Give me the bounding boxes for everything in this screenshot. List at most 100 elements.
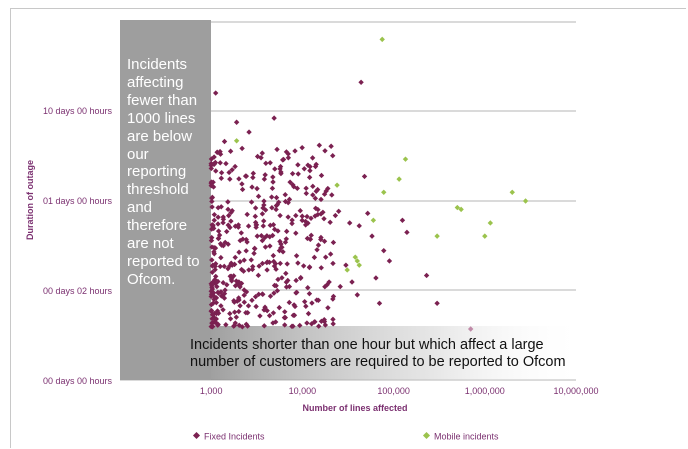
legend-label: Fixed Incidents: [204, 431, 265, 442]
fixed-incident-point: [236, 249, 242, 255]
fixed-incident-point: [327, 251, 334, 257]
fixed-incident-point: [251, 250, 257, 257]
fixed-incident-point: [231, 261, 238, 268]
fixed-incident-point: [237, 284, 243, 290]
fixed-incident-point: [235, 295, 242, 301]
fixed-incident-point: [259, 211, 266, 217]
fixed-incident-point: [354, 292, 361, 298]
fixed-incident-point: [228, 276, 235, 282]
fixed-incident-point: [313, 161, 319, 168]
fixed-incident-point: [210, 290, 217, 296]
fixed-incident-point: [213, 273, 219, 280]
fixed-incident-point: [434, 300, 440, 306]
mobile-incident-point: [233, 138, 240, 144]
fixed-incident-point: [273, 202, 280, 209]
fixed-incident-point: [316, 142, 323, 148]
fixed-incident-point: [269, 185, 276, 192]
fixed-incident-point: [305, 310, 312, 317]
fixed-incident-point: [262, 234, 268, 241]
fixed-incident-point: [293, 230, 299, 236]
fixed-incident-point: [312, 213, 318, 219]
fixed-incident-point: [208, 323, 214, 330]
fixed-incident-point: [330, 260, 336, 267]
fixed-incident-point: [295, 260, 301, 266]
fixed-incident-point: [211, 296, 217, 303]
fixed-incident-point: [218, 303, 224, 309]
fixed-incident-point: [217, 148, 223, 155]
fixed-incident-point: [267, 293, 274, 299]
fixed-incident-point: [243, 248, 249, 254]
fixed-incident-point: [267, 160, 273, 166]
fixed-incident-point: [306, 290, 313, 297]
mobile-incident-point: [434, 233, 440, 239]
fixed-incident-point: [303, 185, 309, 191]
fixed-incidents-series: [208, 79, 474, 332]
fixed-incident-point: [326, 279, 332, 285]
fixed-incident-point: [318, 196, 324, 203]
fixed-incident-point: [273, 206, 279, 213]
mobile-incident-point: [509, 189, 515, 195]
x-tick-label: 100,000: [377, 386, 410, 396]
fixed-incident-point: [225, 206, 231, 213]
short-outage-annotation-line: number of customers are required to be r…: [190, 354, 566, 370]
fixed-incident-point: [261, 176, 268, 182]
fixed-incident-point: [313, 188, 319, 194]
fixed-incident-point: [209, 204, 215, 210]
fixed-incident-point: [242, 173, 249, 179]
fixed-incident-point: [236, 176, 242, 182]
fixed-incident-point: [330, 296, 336, 302]
fixed-incident-point: [285, 214, 291, 220]
fixed-incident-point: [272, 166, 278, 172]
fixed-incident-point: [297, 208, 303, 214]
fixed-incident-point: [208, 179, 215, 185]
y-tick-label: 10 days 00 hours: [43, 106, 113, 116]
fixed-incident-point: [228, 218, 234, 224]
fixed-incident-point: [301, 166, 308, 172]
fixed-incident-point: [283, 236, 290, 242]
fixed-incident-point: [245, 223, 252, 229]
below-threshold-annotation: Incidents affecting fewer than 1000 line…: [127, 56, 200, 288]
fixed-incident-point: [267, 222, 273, 229]
fixed-incident-point: [237, 237, 243, 244]
fixed-incident-point: [237, 303, 243, 309]
fixed-incident-point: [215, 221, 221, 227]
fixed-incident-point: [225, 241, 231, 247]
fixed-incident-point: [270, 174, 276, 180]
fixed-incident-point: [318, 318, 325, 325]
x-tick-label: 1,000: [200, 386, 223, 396]
mobile-incidents-series: [233, 36, 529, 273]
fixed-incident-point: [318, 211, 324, 217]
y-tick-label: 00 days 00 hours: [43, 376, 113, 386]
fixed-incident-point: [270, 310, 277, 316]
fixed-incident-point: [305, 284, 311, 291]
fixed-incident-point: [321, 238, 328, 244]
fixed-incident-point: [227, 176, 233, 182]
fixed-incident-point: [224, 282, 230, 288]
fixed-incident-point: [270, 320, 276, 326]
fixed-incident-point: [254, 233, 260, 239]
fixed-incident-point: [273, 283, 279, 289]
fixed-incident-point: [325, 185, 331, 192]
fixed-incident-point: [279, 244, 285, 251]
fixed-incident-point: [301, 298, 308, 305]
fixed-incident-point: [215, 228, 222, 234]
mobile-legend-marker: [422, 432, 431, 440]
fixed-incident-point: [210, 300, 216, 306]
fixed-incident-point: [346, 220, 353, 226]
fixed-incident-point: [211, 161, 217, 168]
y-axis-title: Duration of outage: [25, 160, 35, 240]
fixed-incident-point: [329, 192, 335, 198]
fixed-incident-point: [399, 217, 406, 224]
fixed-incident-point: [209, 269, 216, 275]
fixed-incident-point: [220, 280, 226, 286]
fixed-incident-point: [318, 234, 324, 241]
y-tick-label: 00 days 02 hours: [43, 286, 113, 296]
fixed-incident-point: [381, 247, 387, 254]
fixed-incident-point: [309, 155, 316, 161]
fixed-incident-point: [254, 153, 261, 160]
fixed-incident-point: [311, 254, 318, 261]
fixed-incident-point: [287, 179, 293, 185]
x-tick-label: 10,000: [289, 386, 317, 396]
fixed-incident-point: [282, 309, 288, 315]
